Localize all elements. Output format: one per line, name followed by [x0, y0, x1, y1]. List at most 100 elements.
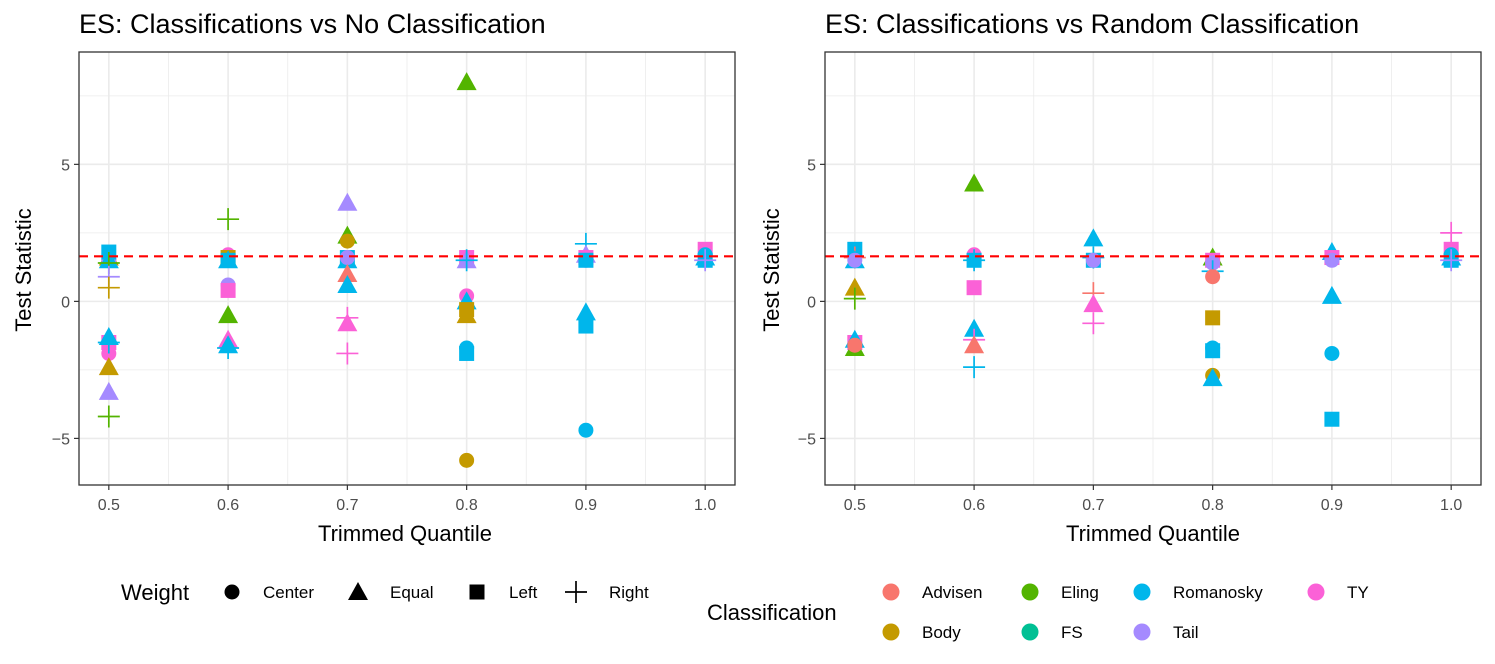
chart-left-ticks: 0.5 0.6 0.7 0.8 0.9 1.0 −5 0 5 [52, 157, 717, 514]
legend-weight-left-label: Left [509, 583, 538, 602]
data-point [575, 302, 596, 321]
data-point [963, 356, 986, 379]
data-point [217, 336, 240, 359]
data-point [578, 252, 594, 268]
data-point [337, 274, 358, 293]
data-point [1205, 343, 1221, 359]
data-point [97, 331, 120, 354]
data-point [844, 277, 865, 296]
data-point [847, 337, 863, 353]
data-point [964, 173, 985, 192]
legend-class-fs-label: FS [1061, 623, 1083, 642]
data-point [578, 318, 594, 334]
chart-left-xlabel: Trimmed Quantile [318, 521, 492, 546]
data-point [1440, 221, 1463, 244]
legend-weight-title: Weight [121, 580, 189, 605]
data-point [1205, 269, 1221, 285]
data-point [1321, 285, 1342, 304]
data-point [217, 208, 240, 231]
x-tick-label: 1.0 [1440, 497, 1462, 514]
chart-right-xlabel: Trimmed Quantile [1066, 521, 1240, 546]
data-point [98, 381, 119, 400]
data-point [1205, 310, 1221, 326]
legend-class-body-swatch [882, 623, 900, 641]
legend-weight-center-label: Center [263, 583, 314, 602]
legend-classification-title: Classification [707, 600, 837, 625]
data-point [843, 287, 866, 310]
data-point [459, 452, 475, 468]
chart-right-panel-border [824, 51, 1482, 486]
legend-class-body-label: Body [922, 623, 961, 642]
legend-class-eling-swatch [1021, 583, 1039, 601]
data-point [964, 335, 985, 354]
data-point [1085, 252, 1101, 268]
legend-class-advisen-swatch [882, 583, 900, 601]
data-point [339, 250, 355, 266]
x-tick-label: 0.6 [217, 497, 239, 514]
legend-weight-center-symbol [224, 584, 240, 600]
data-point [339, 233, 355, 249]
data-point [1324, 252, 1340, 268]
x-tick-label: 0.7 [336, 497, 358, 514]
legend-weight-right-symbol [565, 581, 587, 603]
chart-right: ES: Classifications vs Random Classifica… [759, 9, 1482, 546]
data-point [1440, 249, 1463, 272]
data-point [1083, 228, 1104, 247]
data-point [220, 252, 236, 268]
chart-left-panel-border [78, 51, 736, 486]
legend-weight: Weight Center Equal Left Right [121, 580, 649, 605]
data-point [1202, 368, 1223, 387]
chart-left-ylabel: Test Statistic [11, 208, 36, 331]
data-point [1082, 312, 1105, 335]
y-tick-label: −5 [52, 431, 70, 448]
data-point [966, 280, 982, 296]
data-point [220, 282, 236, 298]
x-tick-label: 0.8 [456, 497, 478, 514]
x-tick-label: 0.6 [963, 497, 985, 514]
data-point [455, 249, 478, 272]
legend-weight-right-label: Right [609, 583, 649, 602]
y-tick-label: 0 [807, 294, 816, 311]
x-tick-label: 0.5 [98, 497, 120, 514]
legend-weight-left-symbol [469, 584, 485, 600]
data-point [694, 249, 717, 272]
data-point [456, 305, 477, 324]
legend-classification: Classification Advisen Body Eling FS Romanos… [707, 583, 1369, 642]
data-point [964, 318, 985, 337]
chart-right-ylabel: Test Statistic [759, 208, 784, 331]
legend-weight-equal-symbol [348, 582, 368, 600]
legend-class-tail-swatch [1133, 623, 1151, 641]
data-point [456, 72, 477, 91]
chart-right-grid [825, 52, 1481, 485]
data-point [1083, 294, 1104, 313]
data-point [97, 405, 120, 428]
x-tick-label: 0.8 [1202, 497, 1224, 514]
y-tick-label: −5 [798, 431, 816, 448]
legend-class-advisen-label: Advisen [922, 583, 982, 602]
data-point [337, 313, 358, 332]
chart-left: ES: Classifications vs No Classification… [11, 9, 736, 546]
data-point [459, 345, 475, 361]
data-point [578, 422, 594, 438]
legend-class-romanosky-label: Romanosky [1173, 583, 1263, 602]
legend-class-fs-swatch [1021, 623, 1039, 641]
x-tick-label: 0.9 [575, 497, 597, 514]
x-tick-label: 0.7 [1082, 497, 1104, 514]
data-point [97, 276, 120, 299]
legend-class-ty-label: TY [1347, 583, 1369, 602]
x-tick-label: 0.9 [1321, 497, 1343, 514]
y-tick-label: 5 [807, 157, 816, 174]
x-tick-label: 0.5 [844, 497, 866, 514]
chart-right-title: ES: Classifications vs Random Classifica… [825, 9, 1359, 39]
data-point [847, 252, 863, 268]
data-point [337, 263, 358, 282]
chart-right-ticks: 0.5 0.6 0.7 0.8 0.9 1.0 −5 0 5 [798, 157, 1463, 514]
legend-class-eling-label: Eling [1061, 583, 1099, 602]
legend-class-ty-swatch [1307, 583, 1325, 601]
data-point [1324, 411, 1340, 427]
data-point [218, 305, 239, 324]
y-tick-label: 5 [61, 157, 70, 174]
chart-right-points [843, 173, 1463, 427]
